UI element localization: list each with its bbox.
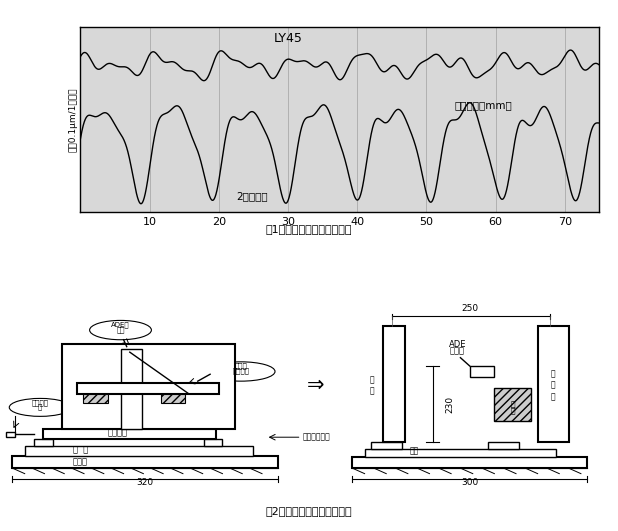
Text: 支
撑
台: 支 撑 台 <box>551 370 556 401</box>
Bar <box>6 432 15 437</box>
Text: LY45: LY45 <box>274 32 302 45</box>
Text: 图2：钢球通过振动测定装置: 图2：钢球通过振动测定装置 <box>266 506 352 516</box>
Text: 传感器: 传感器 <box>450 347 465 356</box>
Text: 2点接触品: 2点接触品 <box>236 191 268 201</box>
Text: テーブル: テーブル <box>108 429 127 438</box>
Bar <box>62 344 235 430</box>
Bar <box>538 326 569 442</box>
Text: 基准棒: 基准棒 <box>235 362 247 369</box>
Bar <box>204 439 222 446</box>
Text: ⇒: ⇒ <box>307 375 324 395</box>
Text: 移動距離〔mm〕: 移動距離〔mm〕 <box>454 100 512 110</box>
Bar <box>488 442 519 449</box>
Text: 駆動伝達: 駆動伝達 <box>32 399 49 406</box>
Bar <box>161 393 185 403</box>
Text: 台  座: 台 座 <box>73 445 88 454</box>
Text: 平台: 平台 <box>410 447 418 456</box>
Bar <box>34 439 53 446</box>
Text: 磁: 磁 <box>510 400 515 409</box>
Text: 铁: 铁 <box>510 406 515 415</box>
Bar <box>352 457 587 468</box>
Text: 320: 320 <box>137 478 154 487</box>
Bar <box>371 442 402 449</box>
Bar <box>25 446 253 456</box>
Text: 感器: 感器 <box>116 327 125 333</box>
Bar <box>43 430 216 439</box>
Text: ADE传: ADE传 <box>111 321 130 328</box>
Y-axis label: 位〔0.1μm/1目盛〕: 位〔0.1μm/1目盛〕 <box>69 87 78 152</box>
Text: 支
柱: 支 柱 <box>370 375 375 396</box>
Bar <box>494 388 531 421</box>
Bar <box>83 393 108 403</box>
Text: 图1：钢球通过振动测定数据: 图1：钢球通过振动测定数据 <box>266 224 352 234</box>
Text: 棒: 棒 <box>38 404 42 410</box>
Bar <box>121 349 142 430</box>
Text: 250: 250 <box>461 304 478 313</box>
Text: 石定盤: 石定盤 <box>73 457 88 466</box>
Bar <box>470 366 494 377</box>
Text: 230: 230 <box>445 396 454 413</box>
Bar <box>77 382 219 393</box>
Bar <box>383 326 405 442</box>
Bar <box>12 456 278 468</box>
Text: リニアガイド: リニアガイド <box>303 432 331 441</box>
Text: （镜像）: （镜像） <box>232 368 250 374</box>
Bar <box>365 449 556 457</box>
Text: 300: 300 <box>461 478 478 487</box>
Text: ADE: ADE <box>449 340 466 349</box>
